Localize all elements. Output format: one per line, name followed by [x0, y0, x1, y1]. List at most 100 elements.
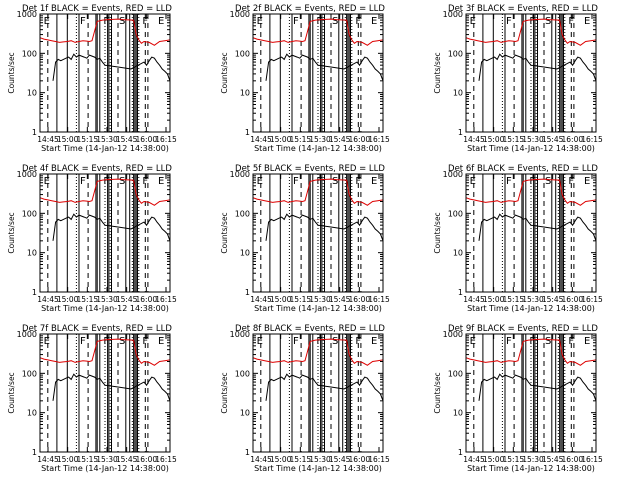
y-tick-label: 100: [22, 369, 37, 378]
y-tick-label: 100: [22, 209, 37, 218]
lld-series-line: [465, 18, 597, 46]
x-tick-label: 15:45: [329, 295, 351, 304]
panel-title: Det 8f BLACK = Events, RED = LLD: [235, 324, 385, 334]
x-tick-label: 16:15: [368, 295, 390, 304]
x-tick-label: 15:30: [309, 135, 331, 144]
event-marker-label: E: [584, 336, 590, 347]
event-marker-label: F: [529, 336, 535, 347]
x-tick-label: 15:45: [542, 455, 564, 464]
event-marker-label: S: [332, 336, 338, 347]
x-tick-label: 15:15: [77, 135, 99, 144]
y-axis-label: Counts/sec: [220, 52, 229, 93]
events-series-line: [52, 213, 171, 241]
events-series-line: [478, 213, 597, 241]
event-marker-label: E: [257, 16, 263, 27]
x-tick-label: 15:45: [116, 295, 138, 304]
x-tick-label: 15:30: [96, 135, 118, 144]
event-marker-label: E: [371, 16, 377, 27]
y-tick-label: 1: [458, 448, 463, 457]
x-tick-label: 15:45: [542, 295, 564, 304]
y-axis-label: Counts/sec: [7, 212, 16, 253]
y-tick-label: 100: [448, 49, 463, 58]
plot-frame: [465, 333, 597, 453]
event-marker-label: F: [142, 336, 148, 347]
y-tick-label: 10: [27, 409, 37, 418]
x-tick-label: 14:45: [250, 135, 272, 144]
x-tick-label: 16:15: [155, 135, 177, 144]
x-tick-label: 15:00: [270, 135, 292, 144]
x-tick-label: 15:00: [57, 135, 79, 144]
event-marker-label: E: [158, 16, 164, 27]
y-tick-label: 10: [240, 409, 250, 418]
y-tick-label: 10: [240, 249, 250, 258]
y-tick-label: 1000: [17, 10, 37, 19]
x-axis-label: Start Time (14-Jan-12 14:38:00): [254, 304, 382, 313]
y-tick-label: 1: [458, 288, 463, 297]
x-tick-label: 15:00: [57, 455, 79, 464]
event-marker-label: E: [44, 16, 50, 27]
x-tick-label: 16:15: [368, 455, 390, 464]
x-tick-label: 15:45: [329, 135, 351, 144]
event-marker-label: E: [44, 336, 50, 347]
event-marker-label: F: [529, 16, 535, 27]
x-tick-label: 15:30: [96, 295, 118, 304]
event-marker-label: F: [103, 16, 109, 27]
event-marker-label: E: [584, 16, 590, 27]
y-axis-label: Counts/sec: [433, 52, 442, 93]
panel-title: Det 3f BLACK = Events, RED = LLD: [448, 4, 598, 14]
x-tick-label: 15:15: [77, 455, 99, 464]
plot-frame: [252, 173, 384, 293]
plot-frame: [252, 333, 384, 453]
panel-title: Det 6f BLACK = Events, RED = LLD: [448, 164, 598, 174]
event-marker-label: F: [506, 336, 512, 347]
event-marker-label: F: [506, 176, 512, 187]
event-marker-label: F: [316, 16, 322, 27]
y-axis-label: Counts/sec: [220, 372, 229, 413]
events-series-line: [52, 53, 171, 81]
event-marker-label: F: [103, 336, 109, 347]
x-tick-label: 15:00: [270, 295, 292, 304]
x-tick-label: 16:00: [349, 295, 371, 304]
x-tick-label: 14:45: [37, 455, 59, 464]
x-axis-label: Start Time (14-Jan-12 14:38:00): [41, 464, 169, 473]
y-tick-label: 100: [448, 369, 463, 378]
y-tick-label: 10: [240, 89, 250, 98]
event-marker-label: F: [568, 176, 574, 187]
event-marker-label: E: [257, 336, 263, 347]
x-axis-label: Start Time (14-Jan-12 14:38:00): [41, 144, 169, 153]
event-marker-label: E: [158, 336, 164, 347]
y-tick-label: 1000: [17, 170, 37, 179]
event-marker-label: S: [545, 336, 551, 347]
x-tick-label: 15:30: [522, 455, 544, 464]
y-tick-label: 1: [32, 128, 37, 137]
x-tick-label: 15:15: [290, 295, 312, 304]
y-axis-label: Counts/sec: [433, 212, 442, 253]
y-axis-label: Counts/sec: [7, 52, 16, 93]
event-marker-label: F: [142, 16, 148, 27]
event-marker-label: F: [568, 16, 574, 27]
events-series-line: [478, 53, 597, 81]
x-tick-label: 15:00: [483, 295, 505, 304]
event-marker-label: E: [257, 176, 263, 187]
x-axis-label: Start Time (14-Jan-12 14:38:00): [467, 464, 595, 473]
lld-series-line: [465, 338, 597, 366]
event-marker-label: S: [119, 176, 125, 187]
panel-title: Det 7f BLACK = Events, RED = LLD: [22, 324, 172, 334]
event-marker-label: S: [332, 176, 338, 187]
x-axis-label: Start Time (14-Jan-12 14:38:00): [254, 464, 382, 473]
panel-title: Det 4f BLACK = Events, RED = LLD: [22, 164, 172, 174]
y-tick-label: 1: [32, 288, 37, 297]
x-tick-label: 14:45: [463, 295, 485, 304]
event-marker-label: E: [470, 336, 476, 347]
y-axis-label: Counts/sec: [7, 372, 16, 413]
event-marker-label: F: [506, 16, 512, 27]
event-marker-label: E: [470, 176, 476, 187]
y-tick-label: 1: [245, 288, 250, 297]
panel-title: Det 1f BLACK = Events, RED = LLD: [22, 4, 172, 14]
y-tick-label: 100: [235, 49, 250, 58]
